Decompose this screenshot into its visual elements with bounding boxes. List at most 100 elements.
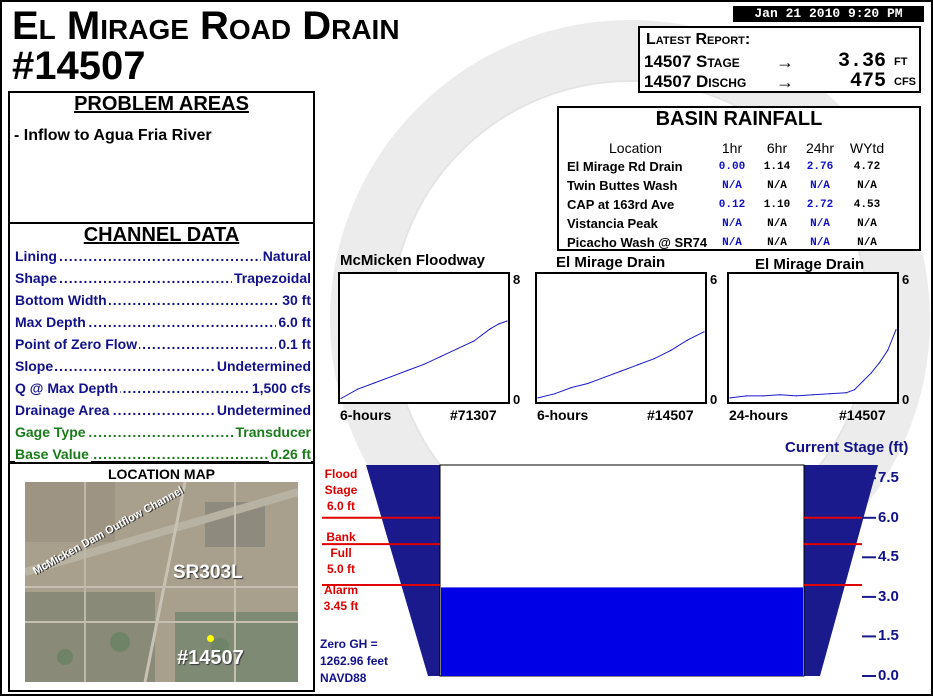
scale-label: 3.0: [878, 587, 899, 605]
rainfall-value: N/A: [810, 180, 830, 192]
channel-data-value: Undetermined: [214, 358, 311, 374]
rainfall-value: 2.72: [806, 199, 834, 211]
rainfall-row: Twin Buttes Wash N/A N/A N/A N/A: [565, 178, 915, 197]
channel-data-row: ........................................…: [15, 292, 311, 314]
channel-data-value: Trapezoidal: [231, 270, 311, 286]
channel-data-value: 1,500 cfs: [249, 380, 311, 396]
channel-wall: [366, 465, 878, 676]
rainfall-value: N/A: [857, 180, 877, 192]
channel-data-key: Q @ Max Depth: [15, 380, 121, 396]
data-point: [390, 376, 392, 378]
channel-data-row: ........................................…: [15, 314, 311, 336]
channel-data-key: Shape: [15, 270, 60, 286]
road-map-label: SR303L: [173, 562, 243, 583]
gage-number-label: #14507: [839, 407, 886, 423]
rainfall-location: Picacho Wash @ SR74: [567, 235, 708, 250]
hydrograph-chart: [727, 272, 899, 404]
page-title: El Mirage Road Drain: [12, 4, 400, 48]
channel-data-value: 0.26 ft: [268, 446, 311, 462]
rainfall-column-header: WYtd: [849, 140, 885, 156]
rainfall-location: El Mirage Rd Drain: [567, 159, 683, 174]
chart-plot-area: [340, 320, 508, 400]
water-level-fill: [441, 587, 803, 676]
rainfall-value: 1.10: [763, 199, 791, 211]
rainfall-column-header: 1hr: [721, 140, 743, 156]
rainfall-value: N/A: [767, 180, 787, 192]
problem-areas-panel: PROBLEM AREAS - Inflow to Agua Fria Rive…: [8, 91, 315, 224]
rainfall-row: Vistancia Peak N/A N/A N/A N/A: [565, 216, 915, 235]
data-point: [456, 348, 458, 350]
channel-data-row: ........................................…: [15, 270, 311, 292]
arrow-right-icon: →: [776, 72, 794, 92]
y-max-tick-label: 6: [902, 272, 910, 287]
basin-rainfall-title: BASIN RAINFALL: [655, 108, 823, 130]
gage-map-label: #14507: [177, 647, 244, 669]
data-point: [845, 392, 847, 394]
channel-data-title: CHANNEL DATA: [83, 224, 240, 246]
flood-stage-label: Flood Stage 6.0 ft: [324, 467, 358, 513]
rainfall-value: N/A: [767, 218, 787, 230]
rainfall-value: 4.53: [853, 199, 881, 211]
channel-data-row: ........................................…: [15, 424, 311, 446]
scale-label: 4.5: [878, 548, 899, 566]
data-point: [670, 349, 672, 351]
channel-data-row: ........................................…: [15, 336, 311, 358]
data-point: [489, 328, 491, 330]
channel-data-key: Drainage Area: [15, 402, 112, 418]
rainfall-value: N/A: [810, 218, 830, 230]
location-map-title: LOCATION MAP: [107, 466, 216, 482]
data-point: [587, 382, 589, 385]
stage-series-line: [729, 329, 897, 399]
channel-data-value: 0.1 ft: [276, 336, 311, 352]
data-point: [423, 363, 425, 365]
stage-unit: FT: [894, 56, 908, 68]
data-point: [887, 349, 889, 351]
data-point: [537, 397, 539, 399]
data-point: [746, 395, 748, 397]
rainfall-value: N/A: [722, 180, 742, 192]
data-point: [406, 369, 408, 372]
aerial-map: McMicken Dam Outflow Channel SR303L #145…: [25, 482, 298, 682]
stage-label: 14507 Stage: [644, 52, 740, 71]
gage-number-label: #71307: [450, 407, 497, 423]
data-point: [829, 393, 831, 395]
rainfall-value: N/A: [767, 237, 787, 249]
channel-data-row: ........................................…: [15, 446, 311, 468]
rainfall-location: Twin Buttes Wash: [567, 178, 678, 193]
rainfall-value: 0.00: [718, 161, 746, 173]
bank-full-label: Bank Full 5.0 ft: [326, 530, 356, 576]
rainfall-value: N/A: [722, 218, 742, 230]
channel-data-key: Gage Type: [15, 424, 88, 440]
data-point: [340, 397, 342, 400]
problem-area-item: - Inflow to Agua Fria River: [14, 127, 212, 144]
rainfall-row: Picacho Wash @ SR74 N/A N/A N/A N/A: [565, 235, 915, 254]
data-point: [653, 358, 655, 360]
data-point: [620, 370, 622, 372]
discharge-row: 14507 Dischg → 475 CFS: [644, 70, 916, 94]
x-axis-label: 6-hours: [340, 407, 392, 423]
arrow-right-icon: →: [776, 52, 794, 72]
data-point: [762, 395, 764, 397]
data-point: [357, 388, 359, 390]
data-point: [481, 334, 483, 336]
data-point: [853, 389, 856, 391]
data-point: [870, 372, 872, 374]
channel-data-row: ........................................…: [15, 358, 311, 380]
rainfall-row: El Mirage Rd Drain 0.00 1.14 2.76 4.72: [565, 159, 915, 178]
y-min-tick-label: 0: [513, 392, 521, 407]
channel-data-row: ........................................…: [15, 248, 311, 270]
data-point: [729, 397, 731, 399]
chart-title: McMicken Floodway: [340, 252, 486, 269]
rainfall-value: N/A: [810, 237, 830, 249]
gage-location-marker[interactable]: [207, 635, 214, 642]
scale-label: 1.5: [878, 627, 899, 645]
rainfall-value: 0.12: [718, 199, 746, 211]
channel-data-key: Lining: [15, 248, 59, 264]
data-point: [862, 380, 864, 382]
rainfall-table: Location 1hr 6hr 24hr WYtd El Mirage Rd Drain…: [565, 140, 915, 254]
problem-areas-title: PROBLEM AREAS: [74, 93, 249, 115]
channel-data-key: Bottom Width: [15, 292, 109, 308]
gage-number-label: #14507: [647, 407, 694, 423]
rainfall-value: N/A: [722, 237, 742, 249]
rainfall-column-header: 24hr: [805, 140, 835, 156]
